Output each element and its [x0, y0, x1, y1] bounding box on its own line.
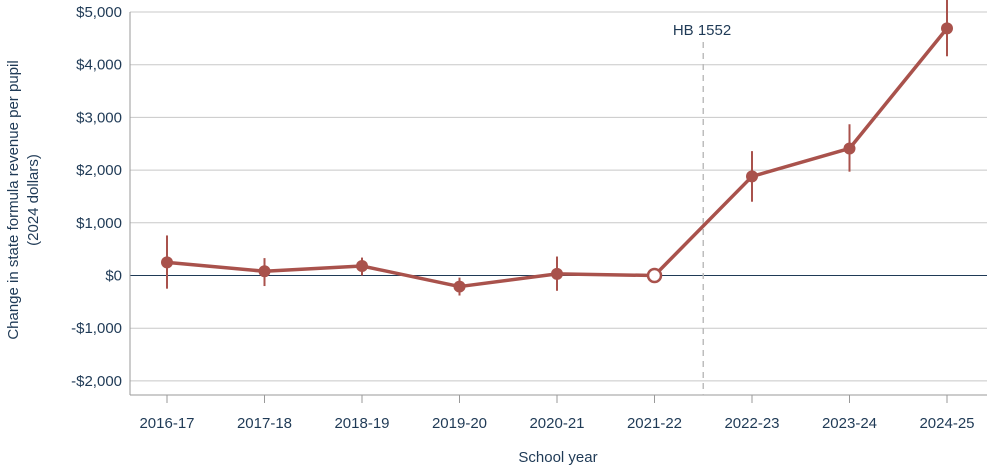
x-tick-label: 2023-24: [822, 415, 877, 432]
y-axis-title-line1: Change in state formula revenue per pupi…: [5, 60, 22, 339]
y-tick-label: $1,000: [76, 215, 122, 232]
data-point: [746, 170, 758, 183]
data-point: [258, 265, 271, 278]
y-tick-label: $3,000: [76, 109, 122, 126]
data-point: [843, 142, 856, 155]
y-tick-label: -$2,000: [71, 373, 122, 390]
y-tick-label: $0: [105, 268, 122, 285]
x-tick-label: 2017-18: [237, 415, 292, 432]
data-point: [356, 260, 368, 273]
x-tick-label: 2022-23: [724, 415, 779, 432]
x-tick-label: 2024-25: [919, 415, 974, 432]
labels: $5,000 $4,000 $3,000 $2,000 $1,000 $0 -$1,000 -…: [71, 4, 974, 432]
x-axis-title: School year: [518, 449, 597, 466]
y-axis-title-line2: (2024 dollars): [25, 154, 42, 246]
data-point: [453, 280, 466, 293]
axes: [129, 12, 987, 403]
y-tick-label: $5,000: [76, 4, 122, 21]
x-tick-label: 2018-19: [334, 415, 389, 432]
hb1552-annotation: HB 1552: [673, 22, 731, 39]
data-point: [941, 22, 953, 35]
data-point: [551, 267, 563, 280]
series: [161, 0, 953, 296]
y-tick-label: $2,000: [76, 162, 122, 179]
x-tick-label: 2016-17: [139, 415, 194, 432]
series-line: [166, 27, 949, 289]
data-point: [161, 256, 173, 269]
y-tick-label: $4,000: [76, 57, 122, 74]
x-tick-label: 2021-22: [627, 415, 682, 432]
y-tick-label: -$1,000: [71, 320, 122, 337]
gridlines: [130, 11, 987, 382]
x-tick-label: 2020-21: [529, 415, 584, 432]
reference-point: [646, 267, 663, 284]
x-tick-label: 2019-20: [432, 415, 487, 432]
